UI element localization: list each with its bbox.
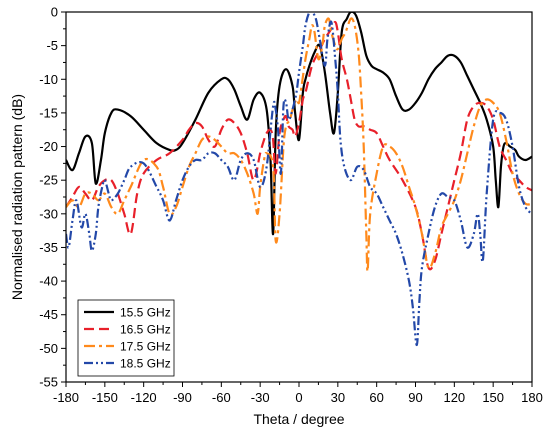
y-tick-label: -20 — [39, 139, 58, 154]
plot-frame — [65, 11, 533, 383]
y-tick-label: -35 — [39, 240, 58, 255]
series-line-2 — [66, 20, 532, 271]
x-tick-label: -120 — [131, 390, 157, 405]
legend-label: 17.5 GHz — [120, 340, 171, 354]
y-tick-label: -5 — [46, 38, 58, 53]
legend-label: 18.5 GHz — [120, 357, 171, 371]
series-line-3 — [66, 17, 532, 273]
series-lines — [66, 12, 532, 347]
x-tick-label: 180 — [521, 390, 543, 405]
series-line-4 — [66, 12, 532, 347]
y-tick-label: -55 — [39, 375, 58, 390]
y-tick-label: -25 — [39, 173, 58, 188]
y-tick-label: -40 — [39, 274, 58, 289]
x-tick-label: -150 — [92, 390, 118, 405]
x-tick-label: 120 — [443, 390, 465, 405]
x-tick-label: 30 — [331, 390, 345, 405]
y-tick-labels: 0 -5 -10 -15 -20 -25 -30 -35 -40 -45 -50 -55 — [39, 5, 58, 390]
y-tick-label: -50 — [39, 341, 58, 356]
x-tick-label: -90 — [173, 390, 192, 405]
x-tick-label: -30 — [251, 390, 270, 405]
x-tick-label: 90 — [408, 390, 422, 405]
x-tick-label: -60 — [212, 390, 231, 405]
y-tick-label: -15 — [39, 105, 58, 120]
legend-label: 15.5 GHz — [120, 306, 171, 320]
y-tick-label: -45 — [39, 307, 58, 322]
y-axis-title: Normalised radiation pattern (dB) — [9, 94, 25, 300]
x-tick-label: 150 — [482, 390, 504, 405]
legend-label: 16.5 GHz — [120, 323, 171, 337]
legend: 15.5 GHz 16.5 GHz 17.5 GHz 18.5 GHz — [77, 299, 175, 377]
y-tick-label: -30 — [39, 206, 58, 221]
x-tick-label: -180 — [53, 390, 79, 405]
x-tick-label: 60 — [369, 390, 383, 405]
y-tick-label: 0 — [51, 5, 58, 20]
y-tick-label: -10 — [39, 72, 58, 87]
x-tick-labels: -180 -150 -120 -90 -60 -30 0 30 60 90 120 150 180 — [53, 390, 543, 405]
x-axis-title: Theta / degree — [253, 411, 344, 427]
x-tick-label: 0 — [295, 390, 302, 405]
